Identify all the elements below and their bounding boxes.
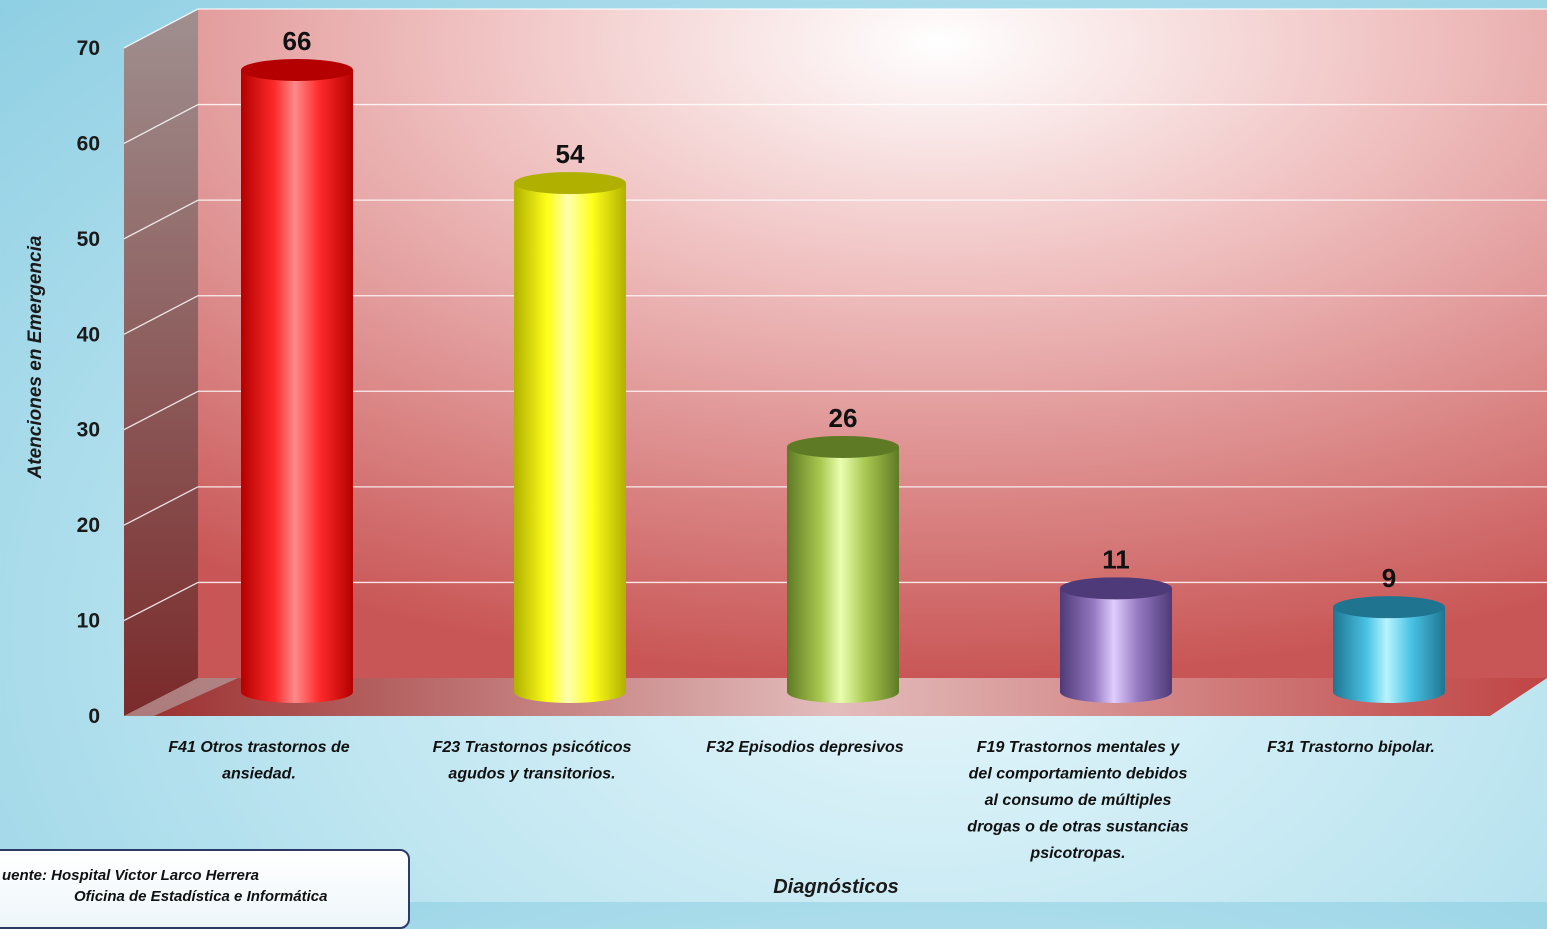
bar xyxy=(1333,596,1445,703)
x-axis-label: Diagnósticos xyxy=(773,876,899,898)
data-label: 26 xyxy=(829,403,858,433)
bar xyxy=(1060,577,1172,703)
bar-body xyxy=(241,70,353,703)
source-line-1: uente: Hospital Victor Larco Herrera xyxy=(2,867,260,884)
bar xyxy=(241,59,353,703)
bar-top xyxy=(514,172,626,195)
x-tick-label: F41 Otros trastornos de ansiedad. xyxy=(168,739,349,783)
bar-body xyxy=(1333,607,1445,703)
data-label: 9 xyxy=(1382,563,1396,593)
bar-body xyxy=(1060,588,1172,703)
y-tick-label: 10 xyxy=(77,610,100,633)
x-tick-label: F19 Trastornos mentales y del comportamie… xyxy=(967,739,1189,862)
gridline-side xyxy=(123,581,199,622)
bar xyxy=(787,435,899,703)
y-tick-label: 40 xyxy=(77,323,100,346)
x-tick-label: F23 Trastornos psicóticos agudos y transi… xyxy=(433,739,632,783)
gridline-side xyxy=(123,199,199,240)
gridline-side xyxy=(123,486,199,526)
y-tick-label: 60 xyxy=(77,132,100,155)
source-box: uente: Hospital Victor Larco Herrera Ofi… xyxy=(0,849,410,929)
bar-body xyxy=(787,446,899,703)
y-tick-label: 30 xyxy=(77,419,100,442)
bar-body xyxy=(514,183,626,703)
bar-top xyxy=(241,59,353,81)
y-tick-label: 0 xyxy=(88,705,100,728)
bar-top xyxy=(1060,577,1172,600)
plot-side-wall xyxy=(124,9,198,716)
plot-floor-shade xyxy=(124,678,238,716)
y-tick-label: 50 xyxy=(77,228,100,251)
x-tick-label: F31 Trastorno bipolar. xyxy=(1267,739,1435,756)
source-line-2: Oficina de Estadística e Informática xyxy=(74,888,328,905)
data-label: 11 xyxy=(1102,544,1130,574)
gridline-side xyxy=(123,295,199,335)
bar-top xyxy=(787,435,899,458)
y-tick-label: 70 xyxy=(77,37,100,60)
gridline-side xyxy=(123,390,199,431)
chart: 0 10 20 30 40 50 60 70 66 F41 Otros trastornos de… xyxy=(77,8,1547,862)
gridline-side xyxy=(123,103,199,145)
data-label: 66 xyxy=(283,26,312,56)
bar-top xyxy=(1333,596,1445,619)
y-tick-label: 20 xyxy=(77,514,100,537)
data-label: 54 xyxy=(556,139,585,169)
bar xyxy=(514,172,626,703)
x-tick-label: F32 Episodios depresivos xyxy=(706,739,904,756)
y-axis-label: Atenciones en Emergencia xyxy=(25,235,46,479)
gridline-side xyxy=(123,8,199,49)
